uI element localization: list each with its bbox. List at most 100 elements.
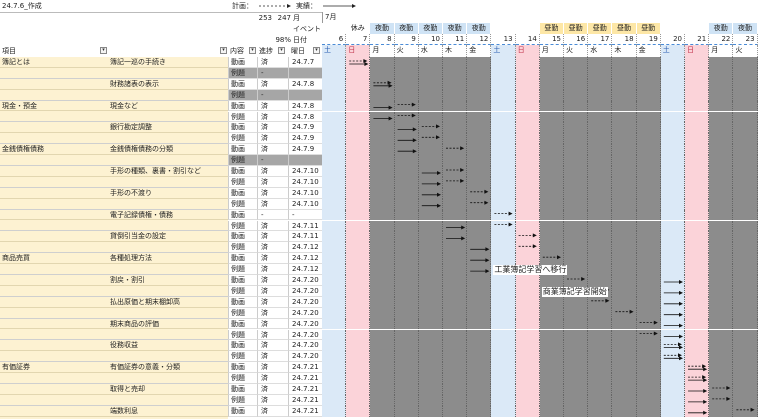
progress-cell: 済 [257,318,288,330]
gantt-cell [660,340,685,352]
gantt-cell [685,111,710,123]
gantt-cell [539,307,564,319]
gantt-cell [443,307,468,319]
task-label: 期末商品の評価 [110,319,159,328]
gantt-cell [467,133,492,145]
gantt-cell [515,285,540,297]
content-column-header: 内容 [230,47,244,55]
gantt-cell [636,78,661,90]
gantt-cell [394,296,419,308]
gantt-cell [685,275,710,286]
gantt-cell [612,242,637,254]
gantt-cell [322,285,347,297]
event-cell [685,23,710,34]
gantt-cell [685,176,710,188]
gantt-cell [394,176,419,188]
gantt-cell [346,373,371,384]
done-count: 247 [277,14,291,22]
gantt-cell [685,253,710,265]
progress-cell: 済 [257,144,288,156]
table-row [0,351,322,363]
gantt-cell [539,155,564,166]
gantt-cell [443,176,468,188]
gantt-cell [660,166,685,177]
content-filter-button[interactable]: ▾ [249,47,256,54]
gantt-cell [418,187,443,199]
gantt-cell [515,231,540,243]
gantt-cell [733,144,758,156]
plan-arrow [615,309,634,314]
gantt-cell [394,67,419,79]
date-cell: 14 [515,34,540,45]
gantt-cell [660,155,685,166]
gantt-cell [515,275,540,286]
event-label: イベント [293,25,321,33]
gantt-cell [418,78,443,90]
gantt-cell [467,57,492,68]
actual-arrow [688,399,708,404]
percent-complete: 98% [275,36,291,44]
gantt-cell [322,394,347,406]
content-type-cell: 動画 [228,187,257,199]
plan-arrow [397,102,416,107]
date-done-cell: 24.7.20 [288,307,322,319]
content-type-cell: 例題 [228,242,257,254]
gantt-cell [733,264,758,275]
content-type-cell: 例題 [228,351,257,363]
event-cell: 昼勤 [636,23,661,34]
gantt-cell [539,231,564,243]
task-label: 各種処理方法 [110,254,152,263]
task-label: 役務収益 [110,341,138,350]
gantt-cell [612,144,637,156]
weekday-filter-button[interactable]: ▾ [313,47,320,54]
weekday-cell: 月 [370,45,395,57]
gantt-cell [467,394,492,406]
category-label: 金銭債権債務 [2,145,44,154]
weekday-cell: 水 [418,45,443,57]
gantt-cell [539,57,564,68]
gantt-cell [709,362,734,374]
gantt-cell [564,405,589,417]
item-filter-button[interactable]: ▾ [100,47,107,54]
date-done-cell: 24.7.21 [288,362,322,374]
gantt-cell [322,405,347,417]
gantt-cell [443,362,468,374]
table-row [0,286,322,297]
month-header-label: 月 [293,14,300,22]
actual-arrow [373,83,393,88]
gantt-cell [709,394,734,406]
gantt-cell [418,318,443,330]
plan-arrow [639,320,658,325]
gantt-cell [515,89,540,101]
gantt-cell [588,242,613,254]
gantt-cell [322,329,347,341]
date-done-cell: 24.7.20 [288,351,322,363]
task-filter-button[interactable]: ▾ [220,47,227,54]
gantt-cell [515,220,540,232]
gantt-cell [564,57,589,68]
gantt-cell [685,384,710,395]
gantt-cell [346,329,371,341]
content-type-cell: 動画 [228,166,257,177]
gantt-cell [685,405,710,417]
gantt-cell [636,111,661,123]
gantt-cell [515,384,540,395]
gantt-cell [370,296,395,308]
progress-cell: 済 [257,405,288,417]
gantt-cell [322,111,347,123]
gantt-cell [733,362,758,374]
gantt-cell [346,122,371,134]
content-type-cell: 動画 [228,57,257,68]
progress-filter-button[interactable]: ▾ [278,47,285,54]
gantt-cell [709,340,734,352]
date-cell: 7 [346,34,371,45]
gantt-cell [612,111,637,123]
gantt-cell [515,351,540,363]
gantt-cell [322,296,347,308]
progress-cell: 済 [257,122,288,134]
gantt-cell [322,351,347,363]
gantt-cell [660,318,685,330]
gantt-cell [685,231,710,243]
gantt-cell [467,111,492,123]
progress-cell: 済 [257,373,288,384]
